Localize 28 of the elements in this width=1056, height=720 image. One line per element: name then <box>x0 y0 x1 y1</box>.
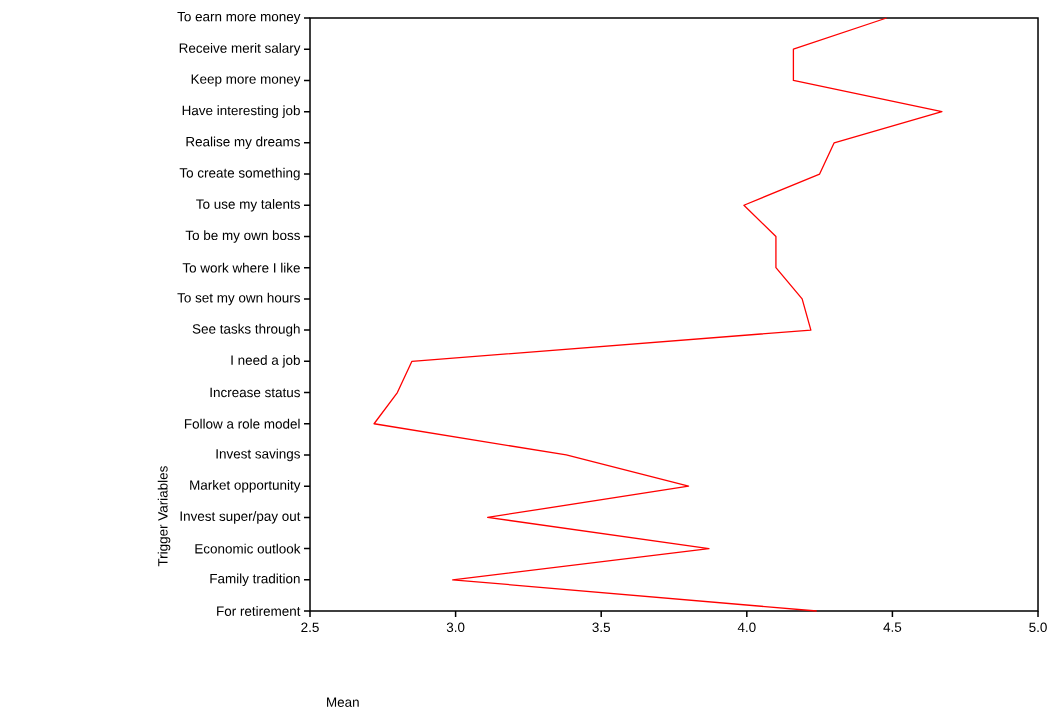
y-tick-label: Family tradition <box>210 573 300 587</box>
x-tick-label: 4.5 <box>883 622 902 632</box>
y-tick-label: For retirement <box>217 606 301 616</box>
x-tick-label: 3.5 <box>592 622 610 633</box>
y-tick-label: To set my own hours <box>177 292 300 306</box>
x-tick-label: 3.0 <box>446 622 465 633</box>
x-tick-label: 4.0 <box>737 622 756 633</box>
y-tick-label: See tasks through <box>192 323 300 337</box>
x-axis-title: Mean <box>327 697 359 707</box>
y-tick-label: Market opportunity <box>190 479 301 493</box>
y-tick-label: Invest super/pay out <box>180 511 301 524</box>
y-tick-label: Increase status <box>210 387 300 398</box>
x-tick-label: 2.5 <box>301 622 319 633</box>
y-tick-label: Receive merit salary <box>179 42 301 56</box>
y-tick-label: To earn more money <box>177 11 301 25</box>
y-tick-label: Follow a role model <box>184 418 300 429</box>
y-tick-label: I need a job <box>231 355 300 368</box>
y-tick-label: Economic outlook <box>195 543 301 554</box>
y-tick-label: Keep more money <box>191 74 301 87</box>
y-tick-label: To work where I like <box>182 262 300 273</box>
x-tick-label: 5.0 <box>1029 622 1047 633</box>
y-tick-label: To be my own boss <box>185 230 300 243</box>
y-tick-label: To create something <box>179 167 300 181</box>
y-tick-label: Invest savings <box>216 448 300 462</box>
y-axis-title: Trigger Variables <box>157 466 171 567</box>
y-tick-label: To use my talents <box>196 198 300 212</box>
y-tick-label: Have interesting job <box>182 105 300 118</box>
y-tick-label: Realise my dreams <box>186 136 300 150</box>
